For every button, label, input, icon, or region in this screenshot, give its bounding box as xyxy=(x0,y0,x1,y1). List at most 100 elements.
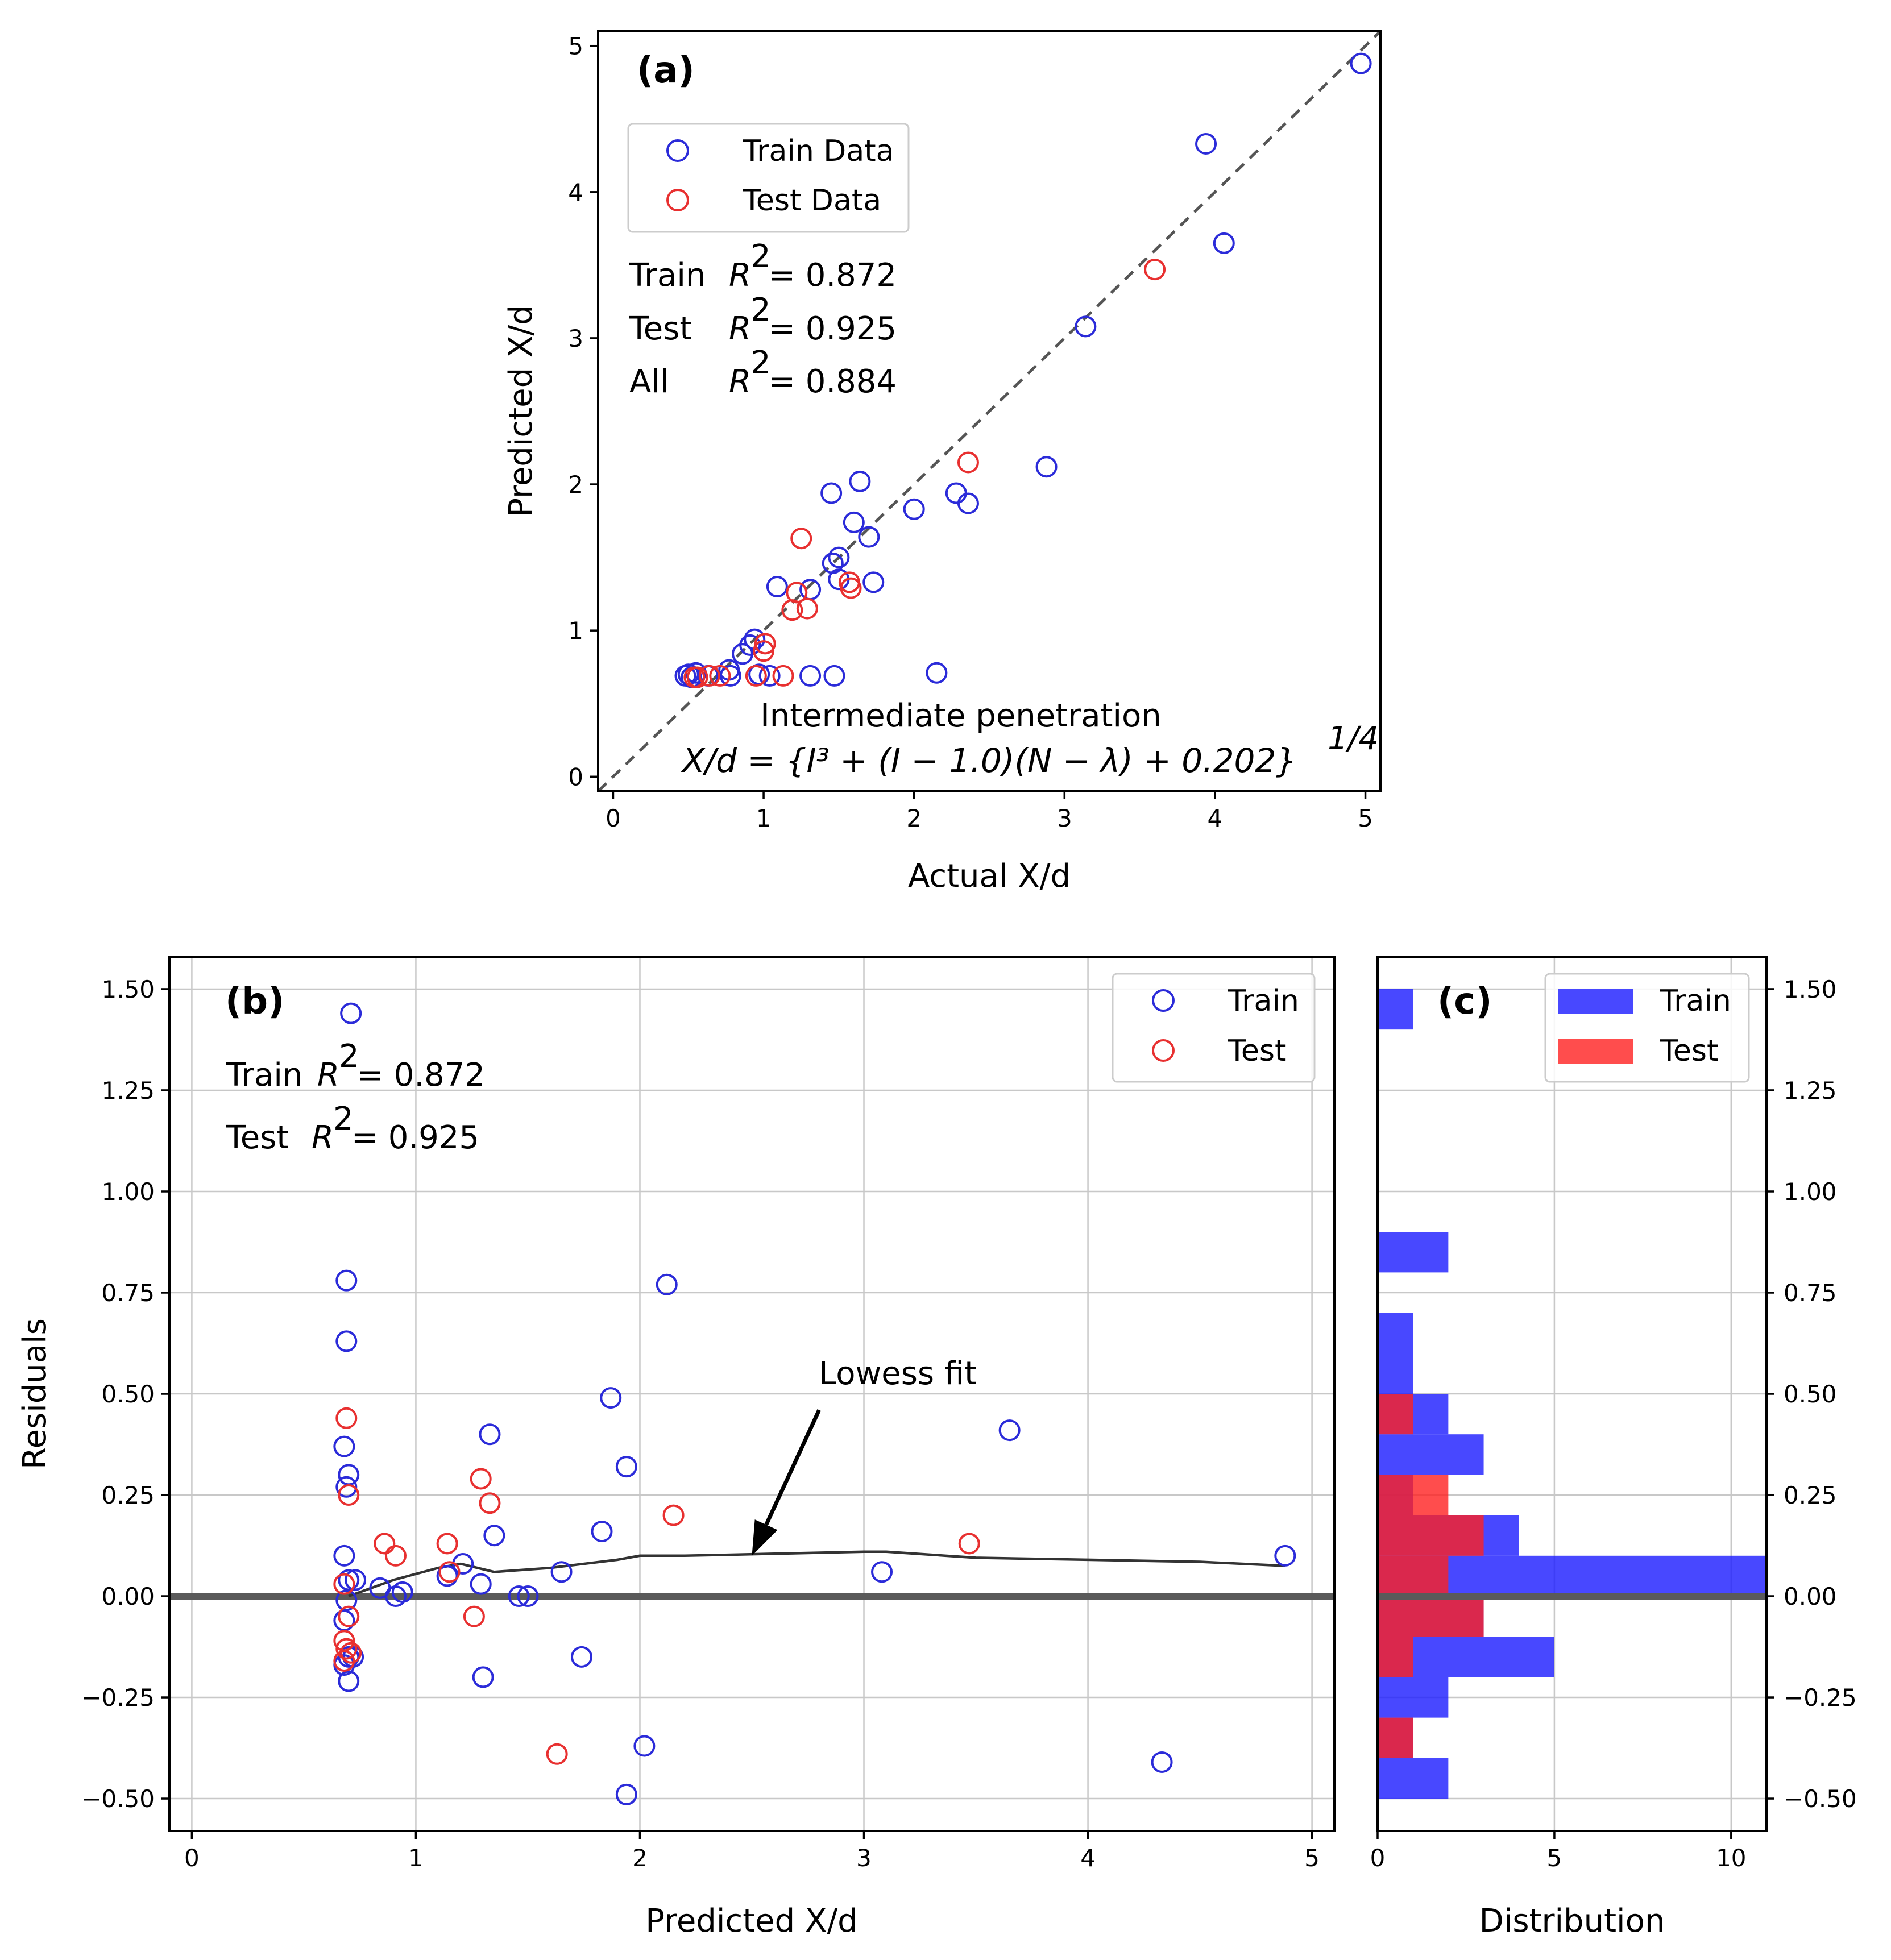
panel-b-frame xyxy=(168,956,1336,1832)
train-point xyxy=(338,1569,360,1591)
test-point xyxy=(796,597,818,620)
r2-value-all: = 0.884 xyxy=(769,363,897,400)
y-tick-label: 0.50 xyxy=(101,1380,155,1408)
train-point xyxy=(1350,52,1372,74)
x-tick-label: 2 xyxy=(906,804,922,832)
r2b-symbol-train: R xyxy=(317,1057,339,1094)
legend-train-label: Train xyxy=(1660,984,1731,1018)
r2-exp-train: 2 xyxy=(750,238,771,275)
x-tick-label: 5 xyxy=(1304,1844,1320,1872)
panel-a-ticks: 0 1 2 3 4 5 0 1 2 3 4 5 xyxy=(568,32,1373,832)
test-point xyxy=(781,599,803,621)
panel-a-xlabel: Actual X/d xyxy=(908,858,1071,895)
legend-box xyxy=(627,123,910,233)
r2-exp-all: 2 xyxy=(750,344,771,381)
r2b-label-train: Train xyxy=(226,1057,302,1094)
identity-line xyxy=(597,30,1382,792)
test-point xyxy=(683,666,706,688)
panel-b-r2-block: Train R 2 = 0.872 Test R 2 = 0.925 xyxy=(226,1038,485,1156)
train-point xyxy=(828,546,850,568)
test-bar xyxy=(1378,1475,1449,1515)
y-tick-label: 0.25 xyxy=(101,1481,155,1509)
panel-b-points xyxy=(333,1002,1296,1805)
train-bar xyxy=(1378,1434,1484,1475)
y-tick-label: 1.50 xyxy=(101,975,155,1003)
train-bar xyxy=(1378,1232,1449,1273)
r2b-value-test: = 0.925 xyxy=(351,1119,479,1156)
train-point xyxy=(600,1387,622,1409)
test-bar xyxy=(1378,1555,1449,1597)
r2-value-test: = 0.925 xyxy=(769,310,897,347)
train-point xyxy=(335,1330,358,1352)
r2-exp-test: 2 xyxy=(750,292,771,329)
train-point xyxy=(517,1585,539,1608)
train-point xyxy=(470,1573,492,1595)
y-tick-label: −0.50 xyxy=(1784,1785,1857,1813)
panel-c-xlabel: Distribution xyxy=(1479,1903,1665,1940)
train-point xyxy=(472,1666,494,1688)
train-point xyxy=(719,665,741,687)
test-point xyxy=(957,451,979,474)
y-tick-label: −0.25 xyxy=(1784,1684,1857,1712)
train-point xyxy=(799,665,822,687)
train-point xyxy=(335,1476,358,1498)
train-point xyxy=(849,470,871,492)
y-tick-label: 5 xyxy=(568,32,583,60)
train-point xyxy=(766,576,788,598)
test-point xyxy=(470,1468,492,1490)
lowess-arrow xyxy=(764,1409,821,1526)
legend-test-label: Test xyxy=(1228,1034,1286,1068)
y-tick-label: 0 xyxy=(568,763,583,791)
train-point xyxy=(1274,1544,1296,1567)
train-point xyxy=(823,665,845,687)
panel-b-tag: (b) xyxy=(225,981,284,1023)
x-tick-label: 5 xyxy=(1358,804,1373,832)
train-point xyxy=(862,571,885,593)
train-bar xyxy=(1378,1758,1449,1799)
train-point xyxy=(871,1561,893,1583)
r2-label-test: Test xyxy=(629,310,692,347)
y-tick-label: 0.00 xyxy=(1784,1583,1837,1610)
panel-b-legend: Train Test xyxy=(1112,973,1316,1083)
legend-train-swatch xyxy=(1558,989,1633,1014)
test-point xyxy=(384,1544,407,1567)
test-point xyxy=(436,1533,458,1555)
r2b-exp-train: 2 xyxy=(339,1038,359,1075)
test-point xyxy=(790,528,812,550)
test-point xyxy=(772,665,794,687)
x-tick-label: 1 xyxy=(408,1844,424,1872)
x-tick-label: 4 xyxy=(1080,1844,1096,1872)
train-point xyxy=(571,1646,593,1668)
train-point xyxy=(843,511,865,533)
r2b-label-test: Test xyxy=(226,1119,289,1156)
train-point xyxy=(656,1273,678,1295)
train-point xyxy=(340,1002,362,1024)
test-point xyxy=(463,1605,485,1627)
panel-c-ticks: 0 5 10 −0.50 −0.25 0.00 0.25 0.50 0.75 1.00 1.25 1.… xyxy=(1370,975,1857,1872)
test-bar xyxy=(1378,1637,1413,1677)
test-point xyxy=(754,633,776,655)
x-tick-label: 3 xyxy=(1057,804,1072,832)
test-point xyxy=(335,1638,358,1660)
x-tick-label: 2 xyxy=(632,1844,648,1872)
y-tick-label: 1 xyxy=(568,617,583,645)
train-bar xyxy=(1378,1353,1413,1394)
y-tick-label: 0.00 xyxy=(101,1583,155,1610)
r2-label-train: Train xyxy=(629,257,706,294)
panel-a-legend: Train Data Test Data xyxy=(627,123,910,233)
legend-test-swatch xyxy=(1558,1039,1633,1064)
train-point xyxy=(998,1419,1021,1442)
train-point xyxy=(799,579,822,601)
y-tick-label: 0.50 xyxy=(1784,1380,1837,1408)
train-point xyxy=(550,1561,573,1583)
train-point xyxy=(615,1783,637,1805)
y-tick-label: 1.25 xyxy=(1784,1077,1837,1104)
panel-a-r2-block: Train R 2 = 0.872 Test R 2 = 0.925 All R… xyxy=(629,238,897,400)
test-point xyxy=(546,1743,568,1765)
y-tick-label: 1.00 xyxy=(101,1178,155,1206)
panel-b-xlabel: Predicted X/d xyxy=(645,1903,857,1940)
panel-a: 0 1 2 3 4 5 0 1 2 3 4 5 (a) Train Data Test Data Tr… xyxy=(503,30,1382,895)
train-point xyxy=(333,1544,355,1567)
r2b-exp-test: 2 xyxy=(333,1101,354,1137)
panel-a-frame xyxy=(597,30,1382,792)
